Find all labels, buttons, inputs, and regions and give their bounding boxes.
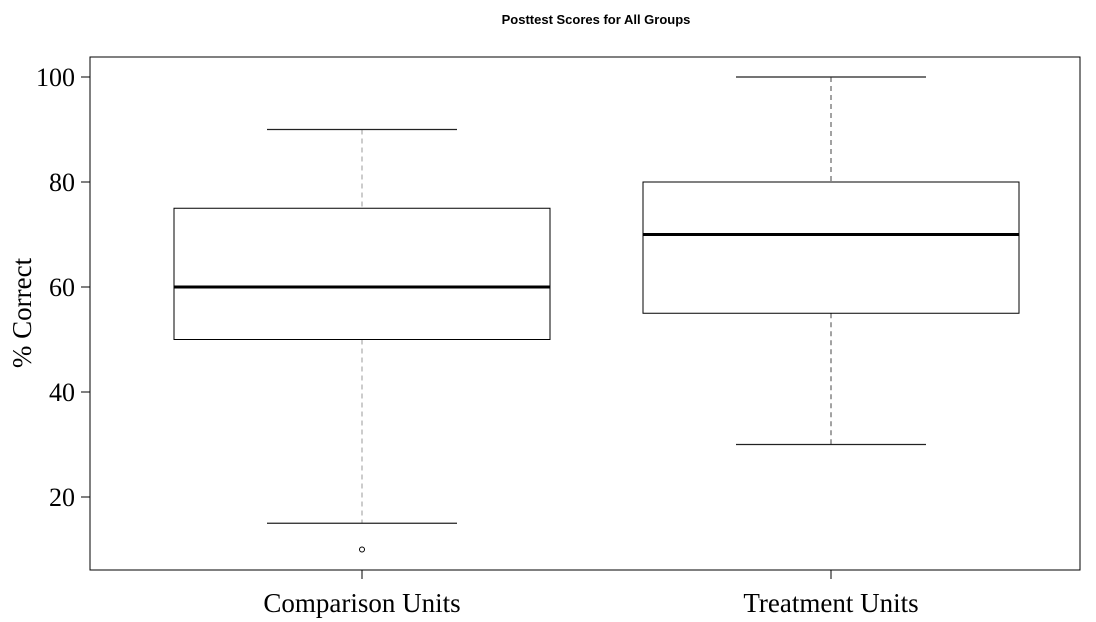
y-tick-label: 40 <box>49 378 75 407</box>
y-axis-label: % Correct <box>7 257 37 368</box>
outlier-point <box>359 546 365 553</box>
iqr-box <box>173 207 551 340</box>
boxes <box>173 76 1020 553</box>
chart-title: Posttest Scores for All Groups <box>502 12 691 27</box>
y-tick-label: 80 <box>49 168 75 197</box>
y-tick-label: 100 <box>36 63 75 92</box>
box-group <box>642 76 1020 446</box>
y-tick-label: 60 <box>49 273 75 302</box>
box-group <box>173 128 551 553</box>
x-axis: Comparison Units Treatment Units <box>263 570 919 618</box>
iqr-box <box>642 181 1020 314</box>
y-axis: 20 40 60 80 100 <box>36 63 90 512</box>
y-tick-label: 20 <box>49 483 75 512</box>
x-category-label: Treatment Units <box>743 588 918 618</box>
x-category-label: Comparison Units <box>263 588 460 618</box>
plot-frame <box>89 56 1081 571</box>
